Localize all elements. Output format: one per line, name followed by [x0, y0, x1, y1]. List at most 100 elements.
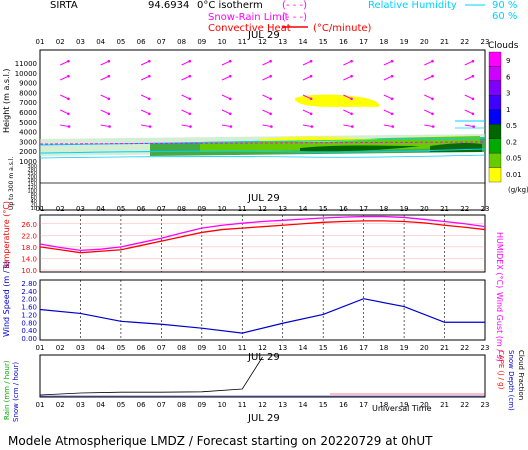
- date-label-mid: JUL 29: [247, 193, 280, 204]
- wind-arrow-head: [471, 97, 475, 101]
- hour-tick-label: 21: [440, 205, 449, 213]
- cloud-scale-swatch: [488, 80, 502, 96]
- wind-arrow-head: [228, 59, 232, 63]
- panel-precip-frame: [39, 354, 486, 398]
- legend-rh-60: 60 %: [492, 11, 517, 22]
- wind-arrow-head: [188, 97, 192, 101]
- hour-tick-label: 14: [298, 205, 307, 213]
- height-tick-label: 7000: [19, 99, 37, 107]
- height-low-tick-label: 300: [27, 164, 37, 170]
- hour-tick-label: 21: [440, 401, 449, 409]
- wind-arrow-head: [431, 97, 434, 101]
- wind-arrow-shaft: [141, 124, 151, 128]
- wind-arrow-shaft: [100, 60, 110, 66]
- wind-arrow-head: [391, 125, 395, 128]
- hour-tick-label: 23: [481, 205, 490, 213]
- cloud-scale-label: 1: [506, 106, 510, 114]
- wind-arrows: [60, 59, 475, 128]
- wind-arrow-shaft: [302, 60, 312, 66]
- wind-arrow-head: [188, 74, 192, 78]
- wind-arrow-head: [228, 97, 232, 101]
- hour-tick-label: 04: [96, 401, 105, 409]
- cape-axis-label: CAPE (J / g): [497, 350, 505, 390]
- wind-arrow-shaft: [424, 109, 433, 115]
- wind-axis-label: Wind Speed (m / s): [2, 261, 11, 337]
- wind-arrow-head: [67, 74, 70, 78]
- wind-arrow-head: [431, 112, 434, 116]
- hour-tick-label: 02: [56, 205, 65, 213]
- wind-arrow-head: [188, 59, 192, 63]
- wind-arrow-head: [390, 97, 394, 101]
- cloud-fraction-axis-label: Cloud Fraction: [517, 350, 525, 400]
- height-low-tick-label: 80: [31, 192, 37, 198]
- wind-arrow-shaft: [221, 94, 231, 100]
- height-low-tick-label: 200: [27, 175, 37, 181]
- wind-arrow-shaft: [140, 75, 150, 81]
- height-tick-label: 9000: [19, 80, 37, 88]
- wind-arrow-head: [67, 125, 71, 128]
- wind-arrow-head: [350, 59, 353, 63]
- hour-tick-label: 17: [359, 344, 368, 352]
- hour-tick-label: 03: [76, 401, 85, 409]
- hour-tick-label: 16: [339, 344, 348, 352]
- temperature-tick-label: 14.0: [21, 255, 37, 263]
- wind-arrow-shaft: [262, 124, 272, 128]
- cloud-scale-swatch: [488, 66, 502, 82]
- cloud-scale-swatch: [488, 109, 502, 125]
- universal-time-label: Universal Time: [372, 404, 432, 413]
- hour-tick-label: 15: [319, 401, 328, 409]
- temperature-tick-label: 18.0: [21, 244, 37, 252]
- hour-tick-label: 23: [481, 344, 490, 352]
- height-low-tick-label: 120: [27, 185, 37, 191]
- cloud-scale-label: 0.2: [506, 138, 517, 146]
- wind-arrow-shaft: [221, 109, 231, 115]
- wind-tick-label: 1.60: [21, 304, 37, 312]
- wind-arrow-shaft: [464, 124, 474, 128]
- height-low-axis-label: Up to 300 m a.s.l.: [8, 157, 15, 210]
- temperature-axis-label: Temperature (°C): [2, 201, 11, 271]
- height-low-tick-label: 280: [27, 168, 37, 174]
- hour-tick-label: 05: [116, 38, 125, 46]
- wind-arrow-head: [472, 125, 475, 128]
- wind-arrow-head: [350, 74, 353, 78]
- wind-arrow-head: [147, 74, 151, 78]
- panel-wind-frame: [39, 279, 486, 341]
- hour-tick-label: 10: [218, 38, 227, 46]
- hour-tick-label: 15: [319, 344, 328, 352]
- hour-tick-label: 05: [116, 205, 125, 213]
- legend-convective: Convective Heat: [208, 23, 291, 34]
- wind-arrow-shaft: [60, 94, 69, 100]
- hour-tick-label: 05: [116, 401, 125, 409]
- height-low-tick-label: 60: [31, 196, 37, 202]
- cloud-scale-label: 0.05: [506, 155, 522, 163]
- legend-rh: Relative Humidity: [368, 0, 457, 11]
- hour-tick-label: 06: [137, 401, 146, 409]
- wind-arrow-head: [269, 74, 272, 78]
- wind-arrow-head: [269, 97, 272, 101]
- date-label-low: JUL 29: [247, 352, 280, 363]
- cloud-scale-unit: (g/kg): [508, 186, 528, 194]
- wind-arrow-shaft: [343, 94, 352, 100]
- hour-tick-label: 11: [238, 38, 247, 46]
- hour-tick-label: 21: [440, 38, 449, 46]
- header: SIRTA 94.6934 0°C isotherm (- - -) Snow-…: [50, 0, 517, 34]
- hour-tick-label: 11: [238, 344, 247, 352]
- hour-tick-label: 02: [56, 344, 65, 352]
- wind-arrow-shaft: [262, 94, 271, 100]
- wind-arrow-shaft: [60, 109, 69, 115]
- hour-tick-label: 03: [76, 344, 85, 352]
- wind-arrow-shaft: [464, 94, 474, 100]
- hour-tick-label: 08: [177, 344, 186, 352]
- wind-arrow-shaft: [100, 124, 110, 128]
- hour-tick-label: 17: [359, 38, 368, 46]
- height-low-tick-label: 180: [27, 178, 37, 184]
- wind-arrow-shaft: [383, 94, 393, 100]
- hour-tick-label: 14: [298, 401, 307, 409]
- height-axis-label: Height (m a.s.l.): [2, 69, 11, 134]
- wind-arrow-shaft: [60, 75, 69, 81]
- wind-arrow-shaft: [424, 75, 433, 81]
- hour-tick-label: 01: [36, 344, 45, 352]
- wind-arrow-head: [147, 112, 151, 116]
- height-low-tick-label: 150: [27, 182, 37, 188]
